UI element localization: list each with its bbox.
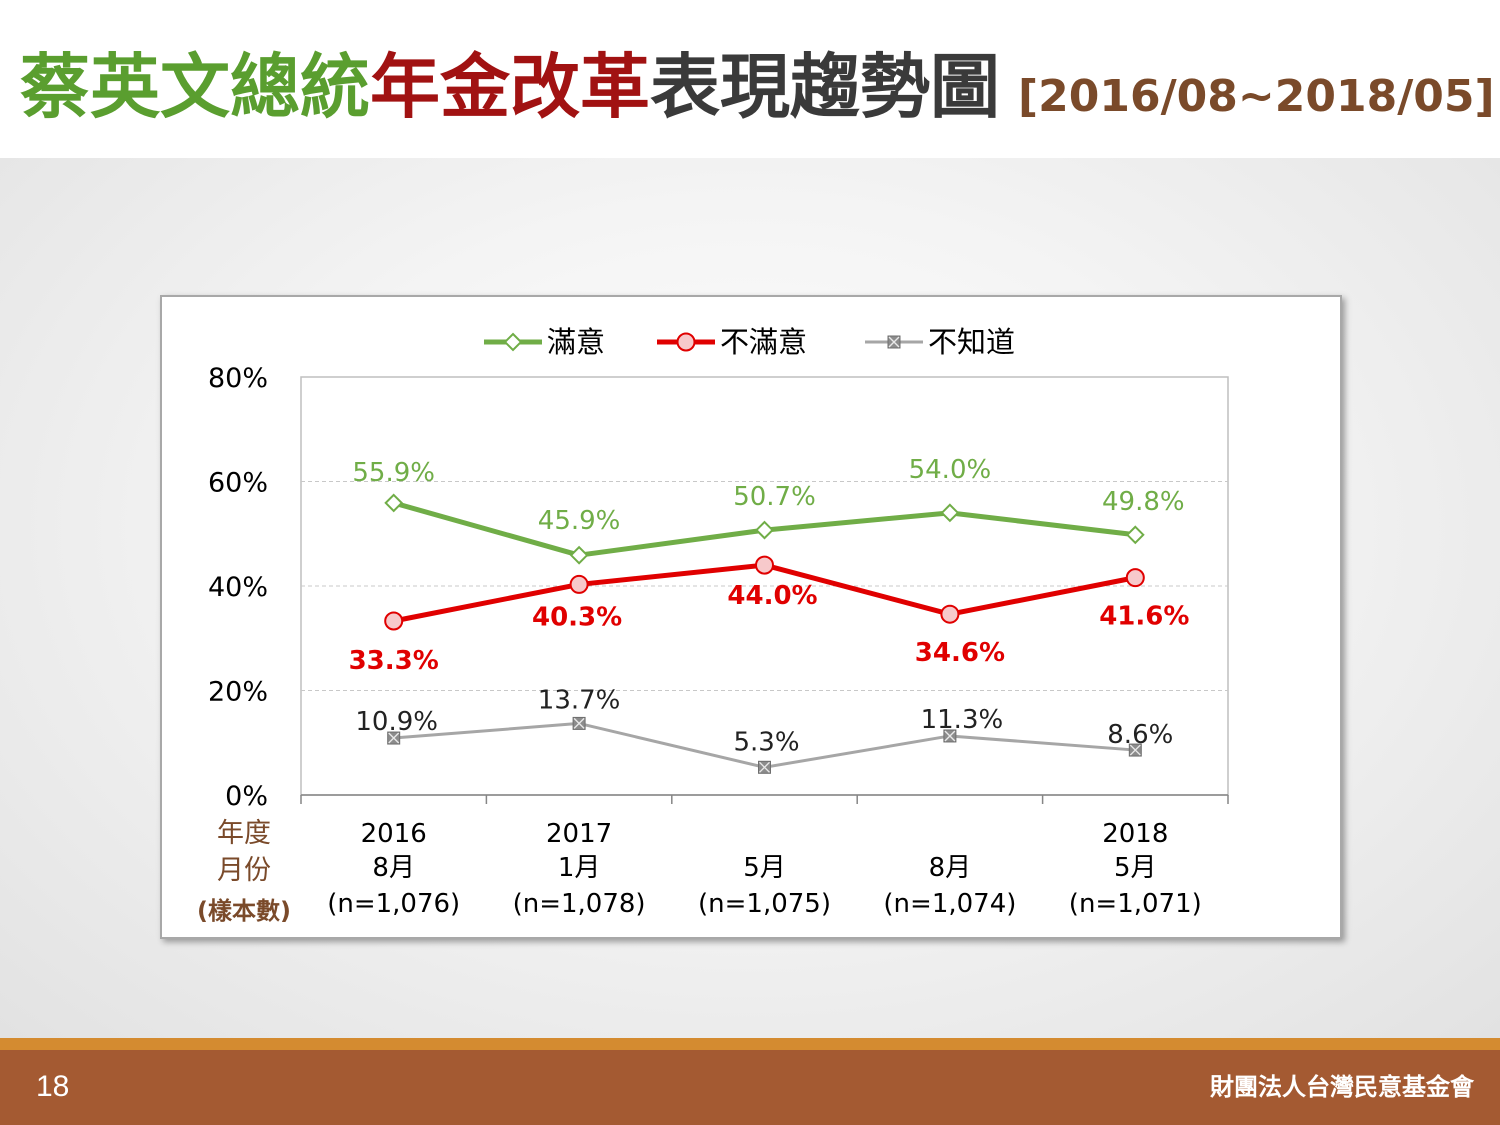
legend-marker-cross: [888, 336, 900, 348]
x-axis-caption: (樣本數): [197, 897, 291, 925]
chart-panel: 0% 20% 40% 60% 80% 2016 8月 (n=1,076) 2017 1月 (n=1,…: [160, 295, 1342, 939]
data-point-marker: [569, 574, 589, 594]
legend-label: 不滿意: [720, 325, 807, 359]
x-category-year: 2017: [546, 819, 612, 849]
data-label: 33.3%: [349, 646, 439, 676]
data-point-marker: [1125, 525, 1145, 545]
page-number: 18: [36, 1070, 70, 1103]
y-tick-label: 0%: [225, 781, 268, 812]
data-label: 10.9%: [355, 707, 438, 737]
x-category-sample-size: (n=1,075): [698, 889, 831, 919]
title-suffix: 表現趨勢圖: [650, 46, 1000, 128]
x-category-sample-size: (n=1,074): [883, 889, 1016, 919]
data-label: 8.6%: [1107, 720, 1173, 750]
x-category-sample-size: (n=1,071): [1069, 889, 1202, 919]
data-label: 40.3%: [532, 602, 622, 632]
data-label: 54.0%: [909, 455, 992, 485]
data-point-marker: [940, 503, 960, 523]
x-category-month: 5月: [1114, 853, 1157, 883]
data-label: 44.0%: [727, 581, 817, 611]
x-category-month: 8月: [372, 853, 415, 883]
data-point-marker: [940, 604, 960, 624]
x-category-sample-size: (n=1,076): [327, 889, 460, 919]
data-label: 49.8%: [1102, 487, 1185, 517]
data-point-marker-cross: [944, 730, 956, 742]
data-label: 11.3%: [921, 705, 1004, 735]
data-point-marker-cross: [388, 732, 400, 744]
data-point-marker-cross: [573, 717, 585, 729]
data-label: 45.9%: [538, 506, 621, 536]
data-point-marker: [1125, 568, 1145, 588]
x-axis-caption: 年度: [217, 818, 271, 849]
x-category-month: 1月: [558, 853, 601, 883]
title-topic: 年金改革: [370, 46, 650, 128]
title-president: 蔡英文總統: [20, 46, 370, 128]
data-point-marker: [755, 520, 774, 540]
data-label: 55.9%: [352, 458, 435, 488]
x-category-year: 2016: [361, 819, 427, 849]
data-point-marker-cross: [1129, 744, 1141, 756]
x-category-month: 8月: [929, 853, 972, 883]
footer-bar: [0, 1050, 1500, 1125]
data-label: 41.6%: [1099, 602, 1189, 632]
data-label: 50.7%: [733, 482, 816, 512]
x-category-sample-size: (n=1,078): [513, 889, 646, 919]
slide-title: 蔡英文總統年金改革表現趨勢圖 [2016/08~2018/05]: [20, 42, 1495, 132]
footer-stripe: [0, 1038, 1500, 1050]
x-axis-caption: 月份: [217, 855, 271, 886]
legend-label: 不知道: [928, 325, 1015, 359]
data-point-marker: [384, 611, 404, 631]
legend-marker: [676, 332, 696, 352]
legend-label: 滿意: [547, 325, 605, 359]
trend-line-chart: 0% 20% 40% 60% 80% 2016 8月 (n=1,076) 2017 1月 (n=1,…: [197, 325, 1229, 925]
data-label: 34.6%: [915, 638, 1005, 668]
title-date-range: [2016/08~2018/05]: [1018, 71, 1495, 122]
x-category-year: 2018: [1102, 819, 1168, 849]
y-tick-label: 60%: [208, 468, 268, 499]
legend-marker: [503, 332, 523, 352]
y-tick-label: 80%: [208, 363, 268, 394]
data-point-marker-cross: [759, 761, 770, 773]
title-bar: 蔡英文總統年金改革表現趨勢圖 [2016/08~2018/05]: [0, 0, 1500, 158]
data-point-marker: [755, 555, 774, 575]
data-label: 5.3%: [733, 727, 799, 757]
data-point-marker: [569, 545, 589, 565]
y-tick-label: 40%: [208, 572, 268, 603]
data-point-marker: [384, 493, 404, 513]
data-label: 13.7%: [538, 685, 621, 715]
organization-name: 財團法人台灣民意基金會: [1210, 1073, 1474, 1101]
x-category-month: 5月: [743, 853, 786, 883]
y-tick-label: 20%: [208, 677, 268, 708]
